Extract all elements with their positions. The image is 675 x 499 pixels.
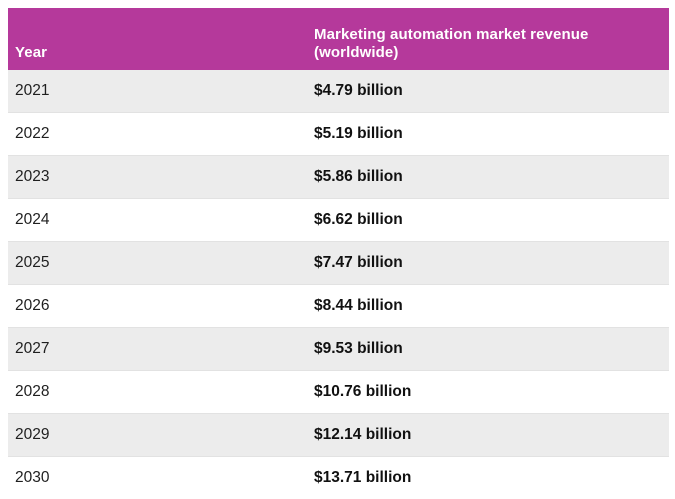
cell-year: 2025 <box>8 241 307 285</box>
cell-year: 2023 <box>8 155 307 199</box>
cell-revenue: $10.76 billion <box>307 370 669 414</box>
table-header: Year Marketing automation market revenue… <box>8 8 669 70</box>
cell-revenue: $8.44 billion <box>307 284 669 328</box>
cell-year: 2030 <box>8 456 307 499</box>
table-row: 2021 $4.79 billion <box>8 70 669 113</box>
cell-year: 2029 <box>8 413 307 457</box>
header-revenue: Marketing automation market revenue (wor… <box>307 8 669 70</box>
cell-year: 2028 <box>8 370 307 414</box>
table-row: 2024 $6.62 billion <box>8 198 669 242</box>
cell-revenue: $6.62 billion <box>307 198 669 242</box>
cell-revenue: $5.19 billion <box>307 112 669 156</box>
cell-year: 2027 <box>8 327 307 371</box>
cell-revenue: $4.79 billion <box>307 70 669 113</box>
cell-revenue: $13.71 billion <box>307 456 669 499</box>
cell-revenue: $9.53 billion <box>307 327 669 371</box>
table-row: 2029 $12.14 billion <box>8 413 669 457</box>
table-row: 2025 $7.47 billion <box>8 241 669 285</box>
header-year: Year <box>8 8 307 70</box>
revenue-table-container: Year Marketing automation market revenue… <box>8 8 669 499</box>
cell-year: 2021 <box>8 70 307 113</box>
table-row: 2026 $8.44 billion <box>8 284 669 328</box>
table-row: 2023 $5.86 billion <box>8 155 669 199</box>
table-row: 2030 $13.71 billion <box>8 456 669 499</box>
header-row: Year Marketing automation market revenue… <box>8 8 669 70</box>
table-row: 2028 $10.76 billion <box>8 370 669 414</box>
cell-year: 2026 <box>8 284 307 328</box>
cell-year: 2022 <box>8 112 307 156</box>
cell-year: 2024 <box>8 198 307 242</box>
cell-revenue: $5.86 billion <box>307 155 669 199</box>
table-row: 2022 $5.19 billion <box>8 112 669 156</box>
cell-revenue: $7.47 billion <box>307 241 669 285</box>
revenue-table: Year Marketing automation market revenue… <box>8 8 669 499</box>
table-body: 2021 $4.79 billion 2022 $5.19 billion 2023 $5… <box>8 70 669 499</box>
table-row: 2027 $9.53 billion <box>8 327 669 371</box>
cell-revenue: $12.14 billion <box>307 413 669 457</box>
